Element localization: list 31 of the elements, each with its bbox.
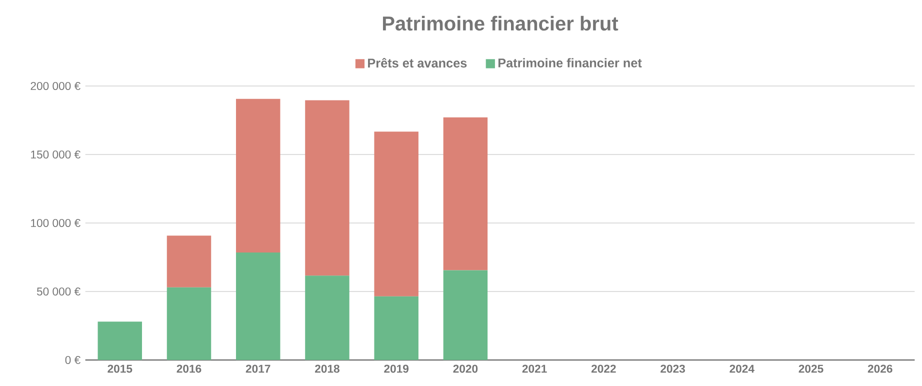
y-tick-label: 100 000 € [31,218,80,228]
legend-label: Prêts et avances [368,58,467,68]
chart-title: Patrimoine financier brut [382,16,618,31]
x-tick-label: 2018 [315,364,340,373]
bar [236,98,280,252]
x-tick-label: 2023 [660,364,685,373]
x-tick-label: 2025 [798,364,824,373]
y-tick-label: 50 000 € [36,288,80,296]
x-tick-label: 2017 [246,364,270,373]
x-tick-label: 2019 [384,364,409,373]
bar [166,287,212,360]
bar [305,276,350,360]
x-tick-label: 2015 [108,364,132,373]
bar [305,100,350,276]
x-tick-label: 2022 [591,364,616,373]
x-tick-label: 2021 [522,364,547,373]
bar [98,322,142,360]
x-tick-label: 2016 [176,364,202,373]
x-tick-label: 2020 [453,364,478,373]
bar [166,236,212,288]
x-tick-label: 2024 [730,364,754,373]
y-tick-label: 150 000 € [31,150,80,159]
y-tick-label: 200 000 € [30,82,80,90]
legend-label: Patrimoine financier net [498,58,642,68]
bar [374,132,418,296]
bar [374,296,418,360]
x-tick-label: 2026 [868,364,892,373]
bar [443,117,488,270]
bar [443,270,488,360]
bar [236,252,280,360]
y-tick-label: 0 € [65,356,80,364]
